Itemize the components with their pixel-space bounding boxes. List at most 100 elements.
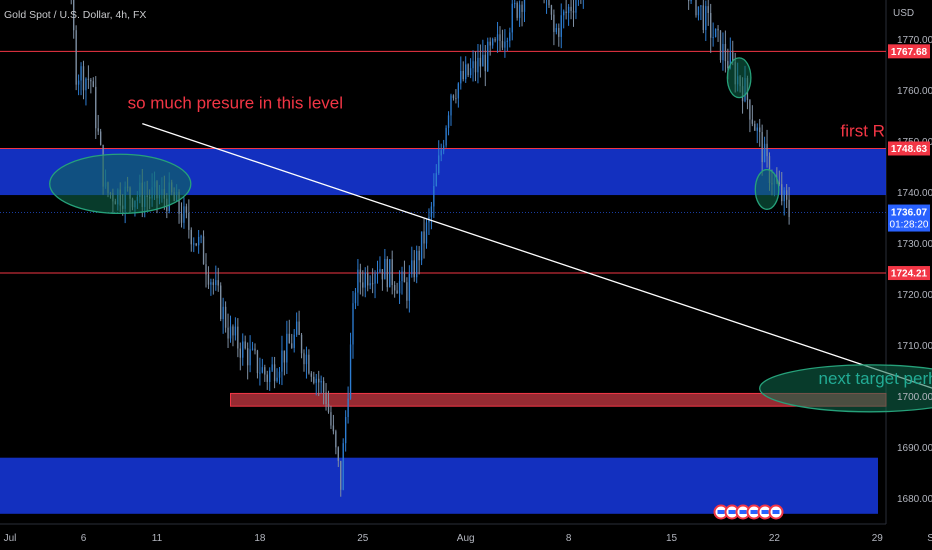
- candle-body: [499, 34, 501, 41]
- y-tick-label: 1680.00: [897, 494, 932, 505]
- candle-body: [722, 43, 724, 61]
- current-price-badge: [888, 204, 930, 232]
- x-tick-label: 25: [357, 533, 369, 544]
- candle-body: [379, 269, 381, 272]
- candle-body: [291, 343, 293, 348]
- candle-body: [337, 447, 339, 461]
- candle-body: [751, 119, 754, 124]
- candle-body: [719, 30, 722, 61]
- candle-body: [487, 41, 489, 72]
- candles: [70, 0, 790, 497]
- candle-body: [269, 370, 271, 382]
- highlight-ellipse-0: [49, 153, 192, 215]
- candle-body: [727, 61, 729, 69]
- x-tick-label: 15: [666, 533, 678, 544]
- candle-body: [369, 283, 371, 286]
- candle-body: [563, 11, 565, 16]
- candle-body: [178, 192, 180, 214]
- candle-body: [237, 326, 239, 349]
- candle-body: [215, 280, 217, 285]
- candle-body: [92, 81, 94, 87]
- candle-body: [467, 64, 469, 76]
- candle-body: [347, 398, 349, 417]
- candle-body: [482, 54, 484, 67]
- candle-body: [548, 0, 550, 6]
- candle-body: [197, 236, 200, 246]
- candle-body: [555, 28, 558, 32]
- candle-body: [276, 377, 278, 382]
- candle-body: [435, 173, 437, 186]
- candle-body: [185, 206, 188, 213]
- candle-body: [264, 367, 266, 375]
- candle-body: [724, 43, 727, 62]
- candle-body: [749, 100, 751, 120]
- candle-body: [308, 354, 310, 374]
- candle-body: [560, 15, 562, 37]
- level-badge-text-2: 1748.63: [891, 144, 928, 155]
- event-flag-icon-inner: [728, 510, 736, 514]
- candle-body: [354, 292, 357, 304]
- candle-body: [364, 272, 366, 288]
- candle-body: [322, 381, 325, 393]
- candle-body: [781, 184, 783, 202]
- chart-title: Gold Spot / U.S. Dollar, 4h, FX: [4, 9, 146, 21]
- candle-body: [242, 341, 244, 358]
- candle-body: [705, 6, 707, 30]
- candle-body: [202, 236, 205, 265]
- candle-body: [567, 6, 570, 13]
- candle-body: [244, 341, 246, 349]
- candle-body: [217, 280, 219, 286]
- candle-body: [300, 334, 303, 354]
- candle-body: [484, 54, 486, 72]
- candle-body: [695, 0, 697, 16]
- candle-body: [558, 28, 560, 37]
- candle-body: [754, 123, 756, 131]
- candle-body: [183, 206, 185, 223]
- candle-body: [523, 0, 526, 12]
- candle-body: [295, 321, 298, 335]
- y-tick-label: 1760.00: [897, 86, 932, 97]
- candle-body: [729, 52, 731, 69]
- candle-body: [418, 250, 420, 261]
- candle-body: [712, 37, 714, 39]
- candle-body: [305, 354, 308, 365]
- candle-body: [97, 128, 99, 132]
- candle-body: [702, 5, 705, 30]
- candle-body: [212, 282, 215, 285]
- candle-body: [251, 348, 254, 350]
- event-flag-icon-inner: [717, 510, 725, 514]
- x-tick-label: 8: [566, 533, 572, 544]
- candle-body: [220, 285, 222, 320]
- candle-body: [325, 392, 327, 404]
- candle-body: [344, 416, 347, 444]
- candle-body: [423, 231, 425, 244]
- candle-body: [788, 199, 790, 217]
- x-tick-label: Jul: [4, 533, 17, 544]
- x-tick-label: 18: [254, 533, 266, 544]
- candle-body: [442, 145, 445, 151]
- candle-body: [398, 281, 401, 294]
- candle-body: [452, 95, 455, 99]
- candle-body: [393, 285, 396, 291]
- candle-body: [509, 32, 511, 41]
- candle-body: [570, 6, 572, 12]
- candle-body: [362, 282, 364, 288]
- candle-body: [318, 378, 320, 383]
- candle-body: [310, 373, 313, 377]
- candle-body: [374, 273, 376, 284]
- candle-body: [504, 41, 506, 48]
- x-tick-label: 6: [81, 533, 87, 544]
- candle-body: [472, 61, 474, 69]
- candle-body: [371, 283, 374, 285]
- candle-body: [227, 327, 229, 339]
- candle-body: [411, 260, 413, 275]
- candle-body: [381, 269, 384, 280]
- candle-body: [403, 271, 406, 283]
- candle-body: [278, 371, 281, 378]
- candle-body: [416, 250, 418, 278]
- candle-body: [288, 333, 290, 344]
- candle-body: [77, 80, 80, 85]
- candle-body: [430, 206, 433, 217]
- highlight-ellipse-3: [759, 364, 932, 413]
